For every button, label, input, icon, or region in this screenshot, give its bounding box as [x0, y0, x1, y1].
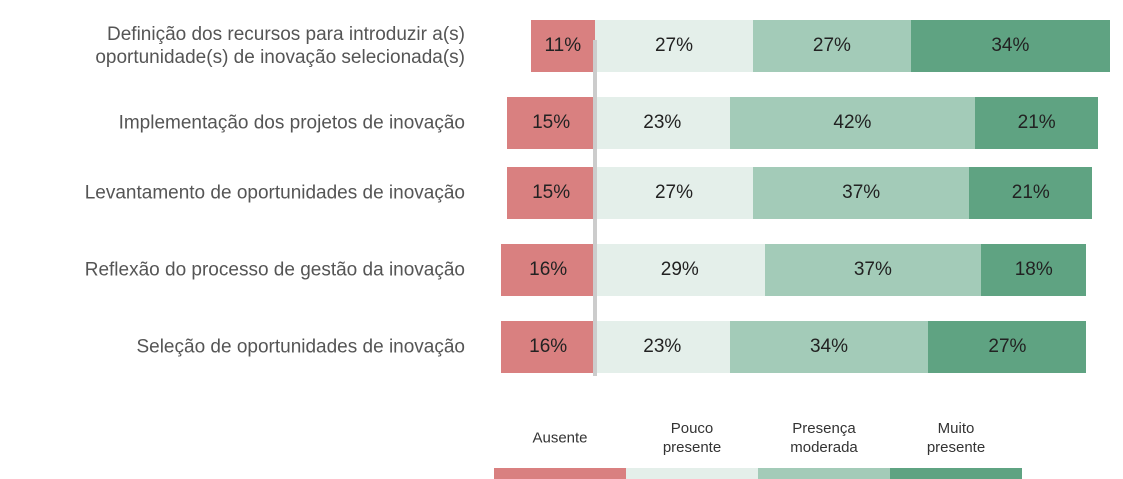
value-label: 18%	[1014, 259, 1053, 280]
bar-segment	[595, 20, 753, 72]
value-label: 29%	[660, 259, 699, 280]
bar-segment	[595, 244, 765, 296]
value-label: 27%	[812, 35, 851, 56]
value-label: 42%	[833, 112, 872, 133]
value-label: 37%	[842, 182, 881, 203]
bar-segment	[501, 321, 595, 373]
bar-segment	[752, 167, 970, 219]
legend-swatch	[890, 468, 1022, 479]
value-label: 16%	[529, 336, 568, 357]
category-label: Reflexão do processo de gestão da inovaç…	[84, 259, 465, 281]
value-label: 21%	[1011, 182, 1050, 203]
category-label: Definição dos recursos para introduzir a…	[95, 24, 465, 68]
value-label: 27%	[654, 35, 693, 56]
bar-segment	[501, 244, 595, 296]
value-label: 23%	[643, 112, 682, 133]
bar-segment	[530, 20, 595, 72]
bar-segment	[507, 167, 595, 219]
category-label: Implementação dos projetos de inovação	[118, 112, 465, 134]
legend-swatch	[626, 468, 758, 479]
value-label: 34%	[809, 336, 849, 357]
bar-segment	[975, 97, 1099, 149]
value-label: 11%	[544, 35, 582, 56]
legend-label: Muito presente	[926, 420, 986, 456]
bar-segment	[595, 167, 753, 219]
bar-segment	[928, 321, 1087, 373]
center-line	[593, 40, 597, 376]
value-label: 27%	[988, 336, 1027, 357]
legend-label: Pouco presente	[662, 420, 722, 456]
legend-label: Ausente	[532, 429, 588, 447]
bar-segment	[910, 20, 1110, 72]
bar-segment	[764, 244, 982, 296]
category-label: Seleção de oportunidades de inovação	[136, 336, 465, 358]
category-label: Levantamento de oportunidades de inovaçã…	[84, 182, 465, 204]
bar-segment	[981, 244, 1087, 296]
value-label: 15%	[532, 182, 571, 203]
value-label: 15%	[532, 112, 571, 133]
legend-swatch	[758, 468, 890, 479]
bar-segment	[729, 97, 976, 149]
value-label: 27%	[654, 182, 693, 203]
bar-segment	[595, 97, 730, 149]
value-label: 16%	[529, 259, 568, 280]
bar-segment	[507, 97, 595, 149]
bar-segment	[729, 321, 929, 373]
bar-segment	[969, 167, 1093, 219]
value-label: 23%	[643, 336, 682, 357]
legend-swatch	[494, 468, 626, 479]
bar-segment	[595, 321, 730, 373]
value-label: 34%	[991, 35, 1030, 56]
value-label: 21%	[1017, 112, 1056, 133]
bar-segment	[752, 20, 911, 72]
value-label: 37%	[853, 259, 892, 280]
legend-label: Presença moderada	[790, 420, 858, 456]
